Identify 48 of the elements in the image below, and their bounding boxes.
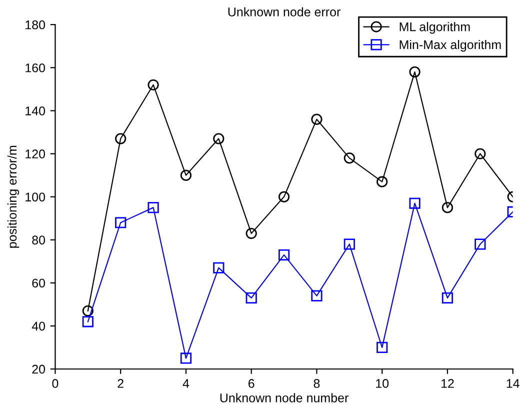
- x-tick-label: 14: [506, 379, 520, 388]
- point: [442, 292, 454, 304]
- y-tick-label: 80: [32, 236, 46, 244]
- point: [344, 152, 355, 164]
- x-tick-label: 8: [314, 379, 320, 388]
- y-axis-title: positioning error/m: [7, 146, 20, 248]
- x-axis-title: Unknown node number: [220, 393, 348, 402]
- point: [180, 170, 192, 181]
- x-tick-label: 10: [376, 379, 389, 388]
- point: [311, 114, 322, 125]
- legend-label: ML algorithm: [400, 22, 470, 34]
- point: [344, 238, 355, 250]
- point: [278, 249, 290, 260]
- x-tick-label: 6: [248, 379, 254, 388]
- point: [376, 342, 388, 354]
- y-tick-label: 120: [26, 150, 46, 158]
- point: [148, 79, 159, 90]
- point: [115, 133, 126, 144]
- point: [311, 290, 322, 302]
- y-tick-label: 40: [32, 322, 46, 331]
- x-tick-label: 2: [118, 379, 124, 388]
- point: [148, 202, 159, 214]
- y-tick-label: 140: [26, 106, 46, 116]
- x-tick-label: 12: [441, 379, 454, 388]
- chart-title: Unknown node error: [228, 7, 340, 16]
- point: [376, 176, 388, 188]
- legend-label: Min-Max algorithm: [400, 40, 501, 52]
- point: [442, 202, 454, 214]
- y-tick-label: 180: [26, 20, 46, 30]
- point: [213, 262, 224, 274]
- x-tick-label: 0: [52, 379, 58, 388]
- y-tick-label: 60: [32, 278, 46, 288]
- point: [82, 316, 94, 328]
- point: [409, 198, 420, 209]
- point: [474, 238, 486, 250]
- point: [246, 292, 257, 304]
- point: [180, 352, 192, 364]
- y-tick-label: 160: [26, 63, 46, 72]
- point: [82, 305, 94, 316]
- point: [474, 148, 486, 160]
- point: [409, 66, 420, 78]
- y-tick-label: 100: [26, 192, 46, 202]
- point: [278, 191, 290, 202]
- point: [115, 217, 126, 228]
- point: [213, 133, 224, 144]
- y-tick-label: 20: [32, 364, 46, 374]
- x-tick-label: 4: [182, 379, 190, 388]
- point: [246, 228, 257, 239]
